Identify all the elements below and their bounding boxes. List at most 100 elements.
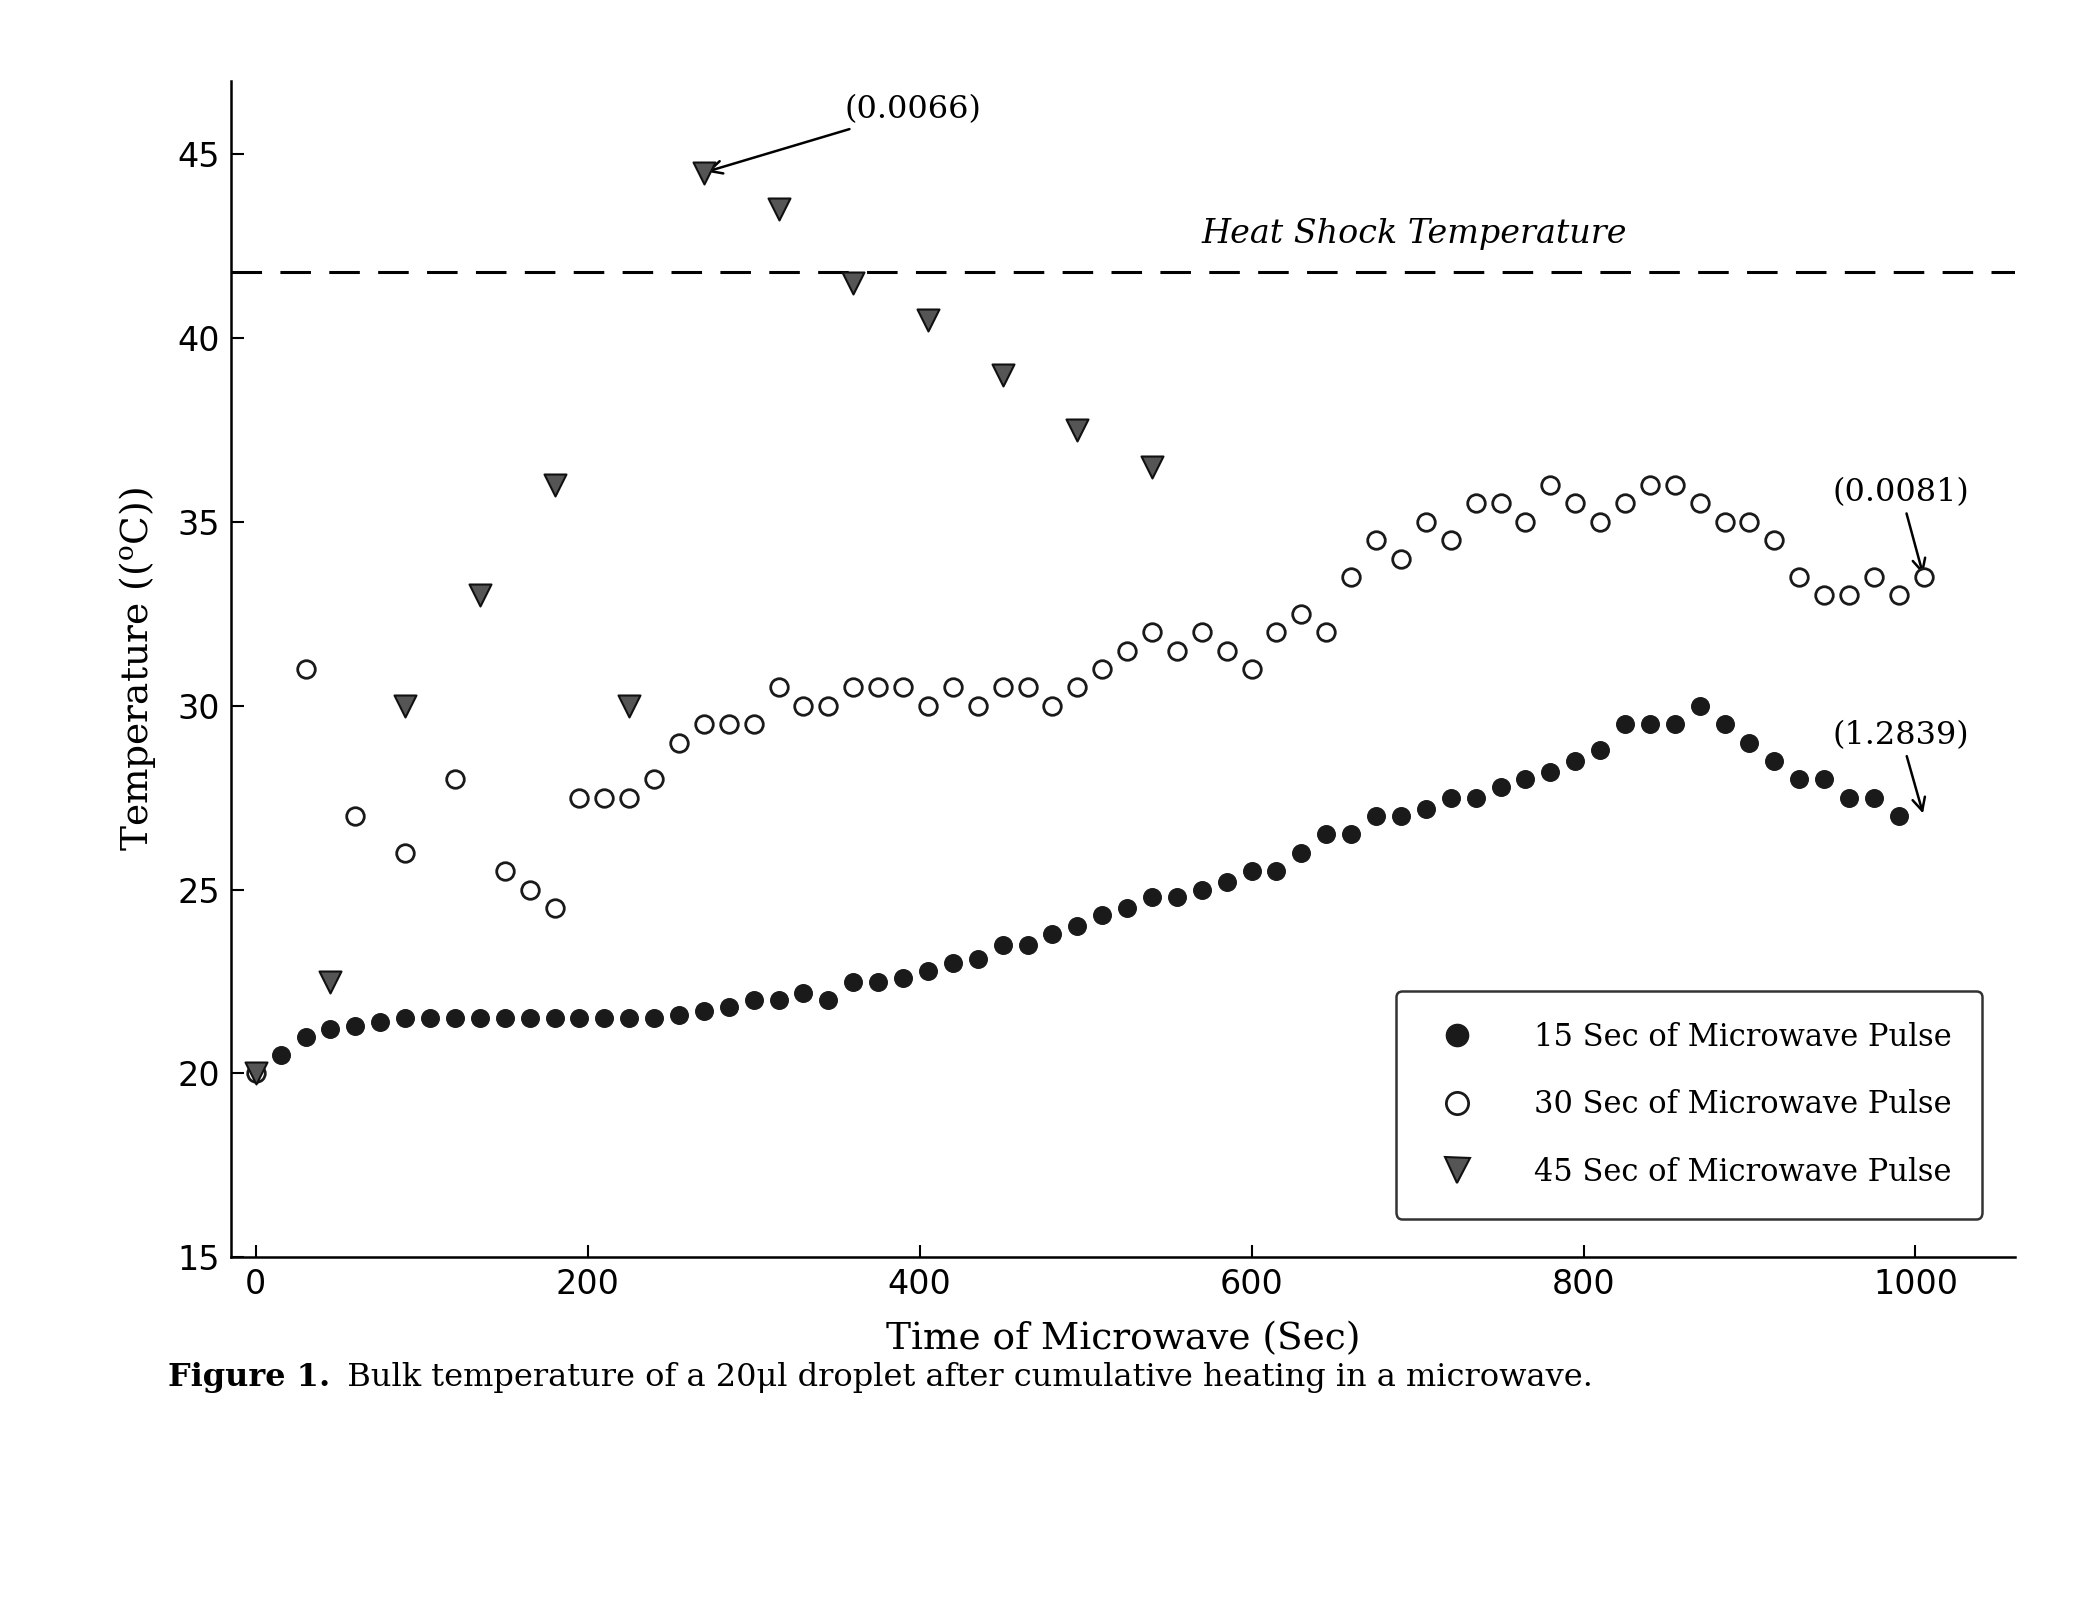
- Point: [638, 766, 672, 791]
- Point: [1683, 693, 1717, 719]
- Point: [313, 969, 346, 995]
- Point: [439, 1006, 472, 1032]
- Point: [737, 711, 770, 737]
- Point: [987, 932, 1020, 958]
- Point: [1085, 656, 1119, 682]
- Text: (0.0081): (0.0081): [1832, 477, 1969, 572]
- Point: [961, 693, 995, 719]
- Point: [537, 1006, 571, 1032]
- Point: [1060, 914, 1094, 940]
- Point: [936, 951, 970, 977]
- Point: [812, 987, 846, 1012]
- Point: [1060, 418, 1094, 443]
- Point: [762, 987, 796, 1012]
- Point: [686, 998, 720, 1024]
- Point: [1310, 619, 1343, 645]
- Point: [1658, 472, 1692, 498]
- Point: [787, 980, 821, 1006]
- Point: [1832, 582, 1866, 608]
- Point: [1732, 509, 1765, 535]
- Point: [1757, 748, 1790, 774]
- Point: [712, 995, 745, 1020]
- Point: [1782, 564, 1816, 590]
- Point: [338, 803, 372, 829]
- Point: [1335, 564, 1369, 590]
- Point: [661, 730, 695, 756]
- Point: [936, 674, 970, 700]
- Point: [961, 946, 995, 972]
- Point: [1408, 509, 1442, 535]
- Point: [1883, 803, 1916, 829]
- Point: [388, 1006, 422, 1032]
- Point: [787, 693, 821, 719]
- Point: [613, 693, 646, 719]
- Point: [1583, 509, 1616, 535]
- Point: [464, 582, 497, 608]
- Point: [838, 969, 871, 995]
- Point: [861, 969, 894, 995]
- Point: [1136, 455, 1169, 480]
- Point: [239, 1061, 273, 1086]
- Text: (1.2839): (1.2839): [1832, 719, 1969, 811]
- Point: [1782, 766, 1816, 791]
- Point: [987, 674, 1020, 700]
- Point: [1012, 674, 1045, 700]
- Point: [686, 711, 720, 737]
- Point: [239, 1061, 273, 1086]
- Point: [712, 711, 745, 737]
- Point: [1608, 490, 1641, 516]
- Point: [1136, 883, 1169, 909]
- Point: [464, 1006, 497, 1032]
- Point: [1709, 509, 1742, 535]
- Point: [1658, 711, 1692, 737]
- Point: [1509, 509, 1543, 535]
- Point: [264, 1043, 298, 1069]
- Point: [1633, 711, 1667, 737]
- Point: [1732, 730, 1765, 756]
- Text: Bulk temperature of a 20μl droplet after cumulative heating in a microwave.: Bulk temperature of a 20μl droplet after…: [327, 1362, 1593, 1393]
- Point: [1459, 785, 1492, 811]
- Point: [987, 363, 1020, 388]
- Point: [762, 197, 796, 222]
- Point: [290, 656, 323, 682]
- Text: Figure 1.: Figure 1.: [168, 1362, 330, 1393]
- Point: [1557, 490, 1591, 516]
- Point: [1209, 869, 1243, 895]
- Point: [1060, 674, 1094, 700]
- Point: [1259, 858, 1293, 883]
- Point: [1136, 619, 1169, 645]
- Text: (0.0066): (0.0066): [709, 95, 982, 174]
- Point: [1161, 638, 1194, 664]
- Point: [1209, 638, 1243, 664]
- Point: [1633, 472, 1667, 498]
- Point: [1085, 903, 1119, 929]
- Point: [537, 895, 571, 920]
- Point: [1110, 895, 1144, 920]
- Point: [1259, 619, 1293, 645]
- Point: [1509, 766, 1543, 791]
- Point: [563, 785, 596, 811]
- Point: [487, 1006, 521, 1032]
- Point: [1335, 822, 1369, 848]
- Point: [1608, 711, 1641, 737]
- Point: [1832, 785, 1866, 811]
- Point: [1484, 774, 1518, 800]
- Point: [1285, 601, 1318, 627]
- Point: [512, 877, 546, 903]
- Point: [661, 1001, 695, 1027]
- Point: [1484, 490, 1518, 516]
- Point: [1807, 582, 1841, 608]
- Point: [1434, 527, 1467, 553]
- Point: [737, 987, 770, 1012]
- Point: [911, 306, 945, 332]
- Point: [1234, 858, 1268, 883]
- Point: [414, 1006, 447, 1032]
- Y-axis label: Temperature ($\mathregular{(^{o}C)}$): Temperature ($\mathregular{(^{o}C)}$): [118, 487, 157, 851]
- Point: [638, 1006, 672, 1032]
- Point: [886, 966, 919, 991]
- Point: [1408, 796, 1442, 822]
- Point: [1035, 920, 1068, 946]
- Point: [1310, 822, 1343, 848]
- Point: [1012, 932, 1045, 958]
- Point: [762, 674, 796, 700]
